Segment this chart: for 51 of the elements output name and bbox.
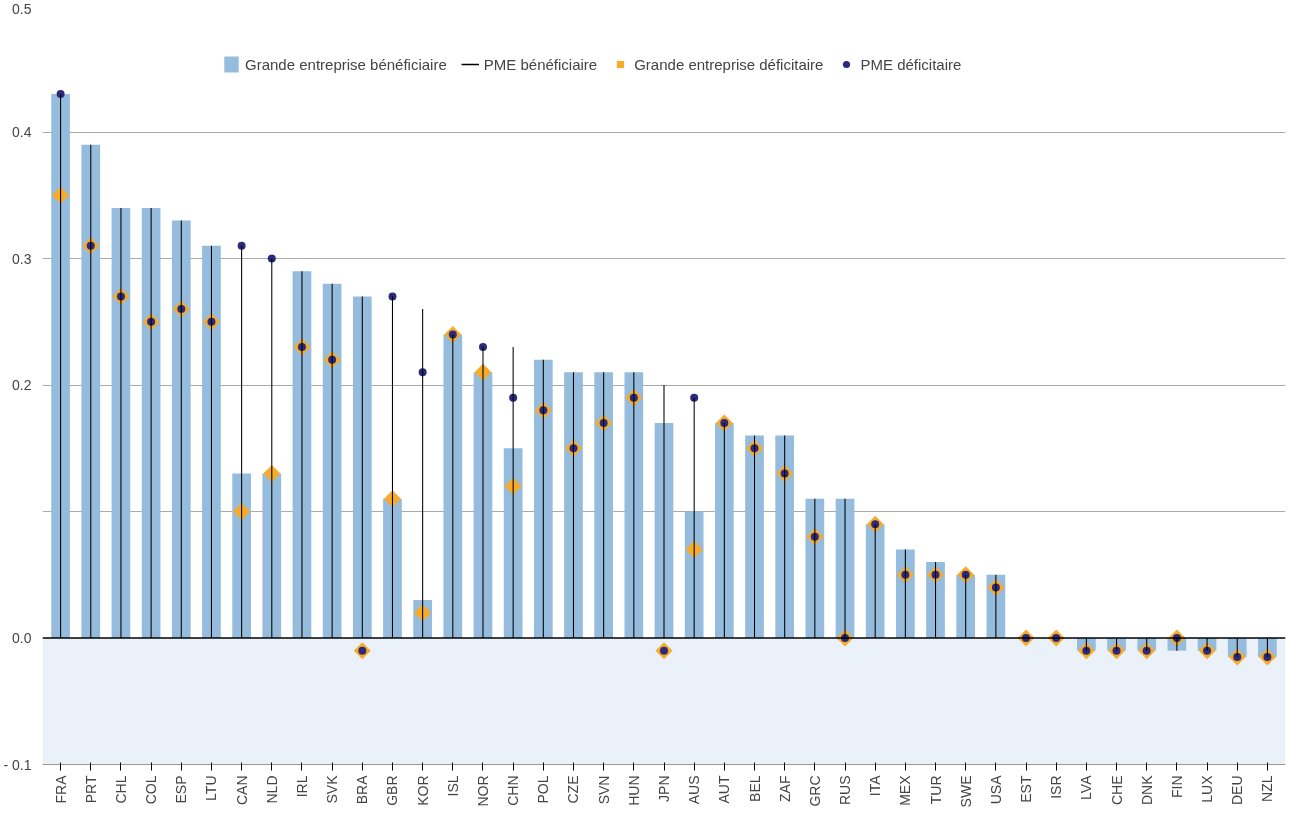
y-tick-label: - 0.1 xyxy=(3,756,32,773)
legend-label: Grande entreprise bénéficiaire xyxy=(245,55,447,73)
x-tick-label: MEX xyxy=(897,774,914,806)
x-tick-label: NZL xyxy=(1259,775,1276,802)
legend-label: PME déficitaire xyxy=(860,55,962,73)
x-tick-label: COL xyxy=(143,775,160,805)
x-tick-label: KOR xyxy=(414,775,431,806)
x-tick-label: TUR xyxy=(927,775,944,805)
y-tick-label: 0.4 xyxy=(12,124,32,140)
x-tick-label: LVA xyxy=(1078,774,1095,800)
x-tick-label: ITA xyxy=(867,774,884,797)
x-tick-label: SVK xyxy=(324,774,341,804)
x-tick-label: IRL xyxy=(293,775,310,798)
y-tick-label: 0.5 xyxy=(12,0,32,17)
x-tick-label: USA xyxy=(987,774,1004,805)
x-tick-label: DNK xyxy=(1138,774,1155,806)
x-tick-label: ISL xyxy=(444,775,461,797)
x-tick-label: NOR xyxy=(474,775,491,807)
x-tick-label: DEU xyxy=(1229,775,1246,806)
legend-label: PME bénéficiaire xyxy=(483,55,598,73)
x-tick-label: CZE xyxy=(565,775,582,804)
x-tick-label: BRA xyxy=(354,774,371,805)
x-tick-label: RUS xyxy=(837,775,854,806)
x-tick-label: CHE xyxy=(1108,775,1125,806)
x-tick-label: JPN xyxy=(656,775,672,802)
x-tick-label: SWE xyxy=(957,775,974,808)
x-tick-label: FIN xyxy=(1168,775,1185,799)
x-tick-label: CHL xyxy=(112,775,129,804)
y-tick-label: 0.3 xyxy=(12,250,32,267)
x-tick-label: ISR xyxy=(1048,775,1065,799)
x-tick-label: BEL xyxy=(746,775,763,802)
x-tick-label: EST xyxy=(1018,775,1035,803)
x-tick-label: AUT xyxy=(716,775,733,804)
y-tick-label: 0.2 xyxy=(12,377,32,393)
x-tick-label: AUS xyxy=(686,775,703,805)
x-tick-label: FRA xyxy=(52,774,69,804)
x-tick-label: PRT xyxy=(82,775,99,804)
x-tick-label: HUN xyxy=(625,775,642,806)
x-tick-label: CAN xyxy=(233,775,250,806)
y-tick-label: 0.0 xyxy=(12,630,32,646)
x-tick-label: GBR xyxy=(384,775,401,806)
x-tick-label: ZAF xyxy=(776,775,793,802)
x-tick-label: LUX xyxy=(1199,774,1216,803)
x-tick-label: SVN xyxy=(595,775,612,805)
x-tick-label: GRC xyxy=(806,775,823,807)
x-tick-label: POL xyxy=(535,775,552,804)
x-tick-label: LTU xyxy=(203,775,220,801)
x-tick-label: ESP xyxy=(173,775,190,804)
x-tick-label: NLD xyxy=(263,775,280,804)
x-tick-label: CHN xyxy=(505,775,522,806)
legend-label: Grande entreprise déficitaire xyxy=(634,55,824,73)
